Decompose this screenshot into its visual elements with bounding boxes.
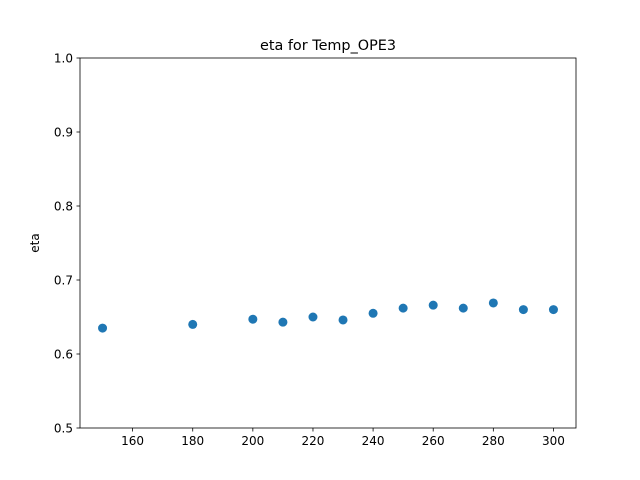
y-tick-label: 1.0	[54, 51, 73, 65]
plot-area-frame	[79, 57, 577, 429]
x-axis-ticks: 160 180 200 220 240 260 280 300	[121, 428, 565, 448]
y-axis-ticks: 0.5 0.6 0.7 0.8 0.9 1.0	[54, 51, 80, 435]
data-point	[368, 308, 378, 318]
data-point	[488, 298, 498, 308]
x-tick-label: 180	[181, 434, 204, 448]
data-point	[248, 314, 258, 324]
x-tick-label: 160	[121, 434, 144, 448]
x-tick-label: 220	[302, 434, 325, 448]
x-tick-label: 260	[422, 434, 445, 448]
data-point	[188, 319, 198, 329]
x-tick-label: 280	[482, 434, 505, 448]
data-point	[278, 317, 288, 327]
y-axis-label: eta	[28, 233, 42, 252]
x-tick-label: 300	[542, 434, 565, 448]
y-tick-label: 0.7	[54, 273, 73, 287]
data-point	[518, 305, 528, 315]
y-tick-label: 0.9	[54, 125, 73, 139]
data-point	[338, 315, 348, 325]
x-tick-label: 240	[362, 434, 385, 448]
y-tick-label: 0.6	[54, 347, 73, 361]
data-point	[458, 303, 468, 313]
y-tick-label: 0.8	[54, 199, 73, 213]
data-point	[398, 303, 408, 313]
data-point	[548, 305, 558, 315]
chart-title: eta for Temp_OPE3	[260, 38, 396, 54]
x-tick-label: 200	[241, 434, 264, 448]
data-point	[98, 323, 108, 333]
data-point	[428, 300, 438, 310]
data-point	[308, 312, 318, 322]
data-points	[98, 298, 558, 333]
y-tick-label: 0.5	[54, 421, 73, 435]
